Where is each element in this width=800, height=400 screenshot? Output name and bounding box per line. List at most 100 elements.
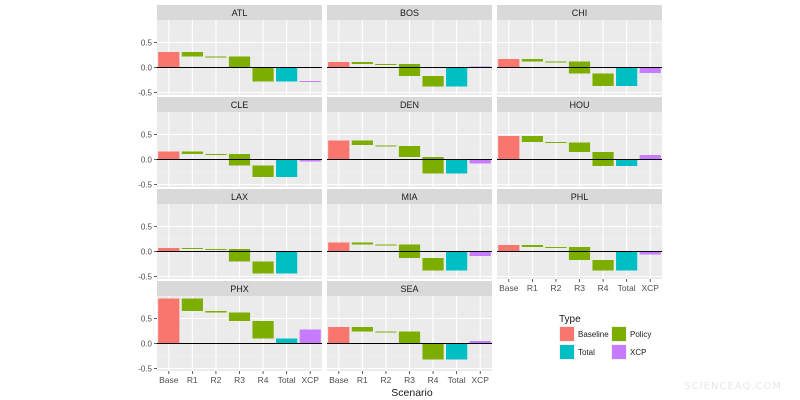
facet-title-phl: PHL: [571, 192, 589, 202]
bar-chi-r4: [592, 73, 614, 86]
facet-strip-den: [327, 97, 492, 112]
x-tick-label: Base: [159, 375, 179, 385]
bar-cle-r4: [252, 165, 274, 177]
bar-mia-r2: [375, 244, 397, 246]
legend-swatch-policy: [612, 327, 626, 341]
bar-hou-total: [616, 159, 638, 166]
x-tick-label: Base: [499, 283, 519, 293]
bar-cle-base: [158, 151, 180, 160]
y-tick-label: -0.5: [138, 181, 152, 190]
facet-title-chi: CHI: [572, 8, 588, 18]
bar-phl-base: [498, 245, 520, 252]
facet-title-lax: LAX: [231, 192, 248, 202]
bar-hou-base: [498, 136, 520, 160]
bar-cle-r2: [205, 154, 227, 155]
facet-strip-mia: [327, 189, 492, 204]
x-tick-label: R3: [404, 375, 415, 385]
y-tick-label: 0.0: [141, 248, 153, 257]
bar-den-r3: [398, 146, 421, 157]
bar-bos-total: [446, 67, 468, 87]
x-tick-label: R3: [234, 375, 245, 385]
x-tick-label: R2: [380, 375, 391, 385]
x-tick-label: Total: [448, 375, 466, 385]
bar-den-xcp: [469, 159, 491, 164]
y-tick-label: 0.5: [141, 39, 153, 48]
bar-mia-r1: [351, 242, 373, 245]
bar-cle-total: [276, 159, 298, 177]
facet-strip-sea: [327, 281, 492, 296]
bar-phx-r2: [205, 311, 227, 313]
bar-cle-xcp: [299, 159, 321, 162]
facet-strip-lax: [157, 189, 322, 204]
x-tick-label: XCP: [301, 375, 319, 385]
legend-swatch-baseline: [560, 327, 574, 341]
x-tick-label: Base: [329, 375, 349, 385]
facet-strip-chi: [497, 5, 662, 20]
bar-hou-r2: [545, 142, 567, 143]
bar-atl-total: [276, 67, 298, 82]
legend-swatch-total: [560, 345, 574, 359]
facet-title-mia: MIA: [401, 192, 417, 202]
facet-title-hou: HOU: [570, 100, 590, 110]
bar-phl-r1: [521, 245, 543, 247]
bar-phx-xcp: [299, 329, 321, 344]
watermark-text: SCIENCEAQ.COM: [684, 381, 782, 392]
bar-hou-xcp: [639, 155, 661, 160]
x-tick-label: R4: [428, 375, 439, 385]
facet-strip-phx: [157, 281, 322, 296]
bar-chi-r1: [521, 59, 543, 62]
facet-title-cle: CLE: [231, 100, 249, 110]
bar-lax-base: [158, 248, 180, 252]
bar-bos-r2: [375, 64, 397, 65]
x-tick-label: R3: [574, 283, 585, 293]
facet-strip-phl: [497, 189, 662, 204]
bar-phl-r4: [592, 260, 614, 271]
facet-strip-cle: [157, 97, 322, 112]
bar-bos-r3: [398, 64, 421, 76]
bar-sea-total: [446, 343, 468, 360]
y-tick-label: 0.5: [141, 223, 153, 232]
bar-atl-r2: [205, 56, 227, 58]
x-axis-title: Scenario: [391, 387, 433, 399]
bar-phx-base: [158, 298, 180, 344]
bar-mia-xcp: [469, 251, 491, 256]
bar-phx-total: [276, 338, 298, 344]
legend-swatch-xcp: [612, 345, 626, 359]
facet-strip-atl: [157, 5, 322, 20]
bar-sea-r3: [398, 331, 421, 344]
bar-chi-xcp: [639, 67, 661, 73]
bar-sea-base: [328, 327, 350, 344]
bar-lax-r1: [181, 248, 203, 249]
y-tick-label: 0.0: [141, 64, 153, 73]
bar-hou-r1: [521, 136, 543, 142]
x-tick-label: R4: [258, 375, 269, 385]
bar-atl-xcp: [299, 81, 321, 82]
bar-mia-base: [328, 242, 350, 252]
bar-mia-r4: [422, 258, 444, 271]
bar-chi-total: [616, 67, 638, 86]
bar-chi-base: [498, 59, 520, 68]
x-tick-label: XCP: [471, 375, 489, 385]
bar-phl-r2: [545, 247, 567, 248]
y-tick-label: 0.0: [141, 156, 153, 165]
facet-title-bos: BOS: [400, 8, 419, 18]
bar-lax-r3: [228, 249, 251, 262]
bar-den-r2: [375, 145, 397, 147]
bar-atl-base: [158, 52, 180, 68]
x-tick-label: Total: [618, 283, 636, 293]
y-tick-label: 0.5: [141, 131, 153, 140]
facet-title-sea: SEA: [400, 284, 418, 294]
bar-phl-r3: [568, 247, 591, 260]
x-tick-label: Total: [278, 375, 296, 385]
bar-den-r4: [422, 157, 444, 174]
legend-label-total: Total: [578, 348, 595, 357]
bar-sea-r2: [375, 331, 397, 333]
x-tick-label: R1: [187, 375, 198, 385]
bar-sea-xcp: [469, 341, 491, 344]
legend-label-policy: Policy: [630, 330, 651, 339]
legend-label-xcp: XCP: [630, 348, 646, 357]
bar-cle-r1: [181, 151, 203, 154]
bar-chi-r2: [545, 61, 567, 63]
bar-phl-xcp: [639, 251, 661, 255]
